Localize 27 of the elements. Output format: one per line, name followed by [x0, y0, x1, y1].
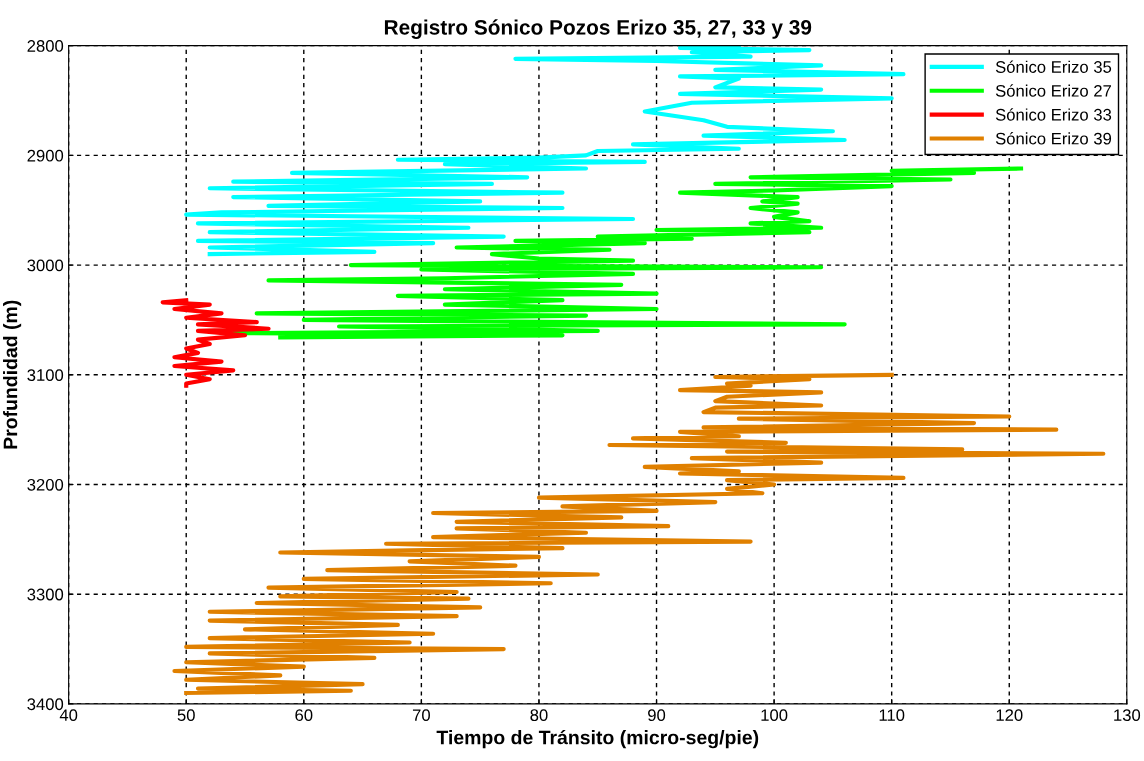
y-tick-label: 3400 [27, 698, 64, 711]
x-tick-label: 40 [59, 709, 78, 722]
x-tick-label: 60 [295, 709, 313, 722]
x-tick-label: 120 [996, 709, 1023, 722]
y-tick-label: 2800 [27, 40, 64, 52]
chart-title: Registro Sónico Pozos Erizo 35, 27, 33 y 39 [384, 19, 812, 39]
y-axis-title: Profundidad (m) [3, 300, 22, 449]
x-tick-label: 130 [1114, 709, 1141, 722]
legend-label: Sónico Erizo 33 [995, 108, 1112, 121]
y-tick-label: 3200 [27, 478, 64, 491]
y-tick-label: 2900 [27, 149, 64, 162]
x-tick-label: 110 [879, 709, 905, 722]
x-tick-label: 50 [177, 709, 195, 722]
y-tick-label: 3300 [27, 588, 64, 601]
line-series [160, 298, 271, 388]
line-series [184, 45, 906, 257]
x-axis-title: Tiempo de Tránsito (micro-seg/pie) [436, 729, 759, 749]
x-tick-label: 100 [761, 709, 788, 722]
x-tick-label: 80 [530, 709, 548, 722]
line-series [172, 372, 1106, 696]
legend-label: Sónico Erizo 27 [995, 84, 1112, 97]
y-tick-label: 3100 [27, 369, 64, 381]
legend-label: Sónico Erizo 35 [995, 60, 1112, 73]
y-tick-label: 3000 [27, 259, 64, 272]
x-tick-label: 90 [648, 709, 666, 722]
x-tick-label: 70 [412, 709, 430, 722]
legend-label: Sónico Erizo 39 [995, 132, 1112, 145]
